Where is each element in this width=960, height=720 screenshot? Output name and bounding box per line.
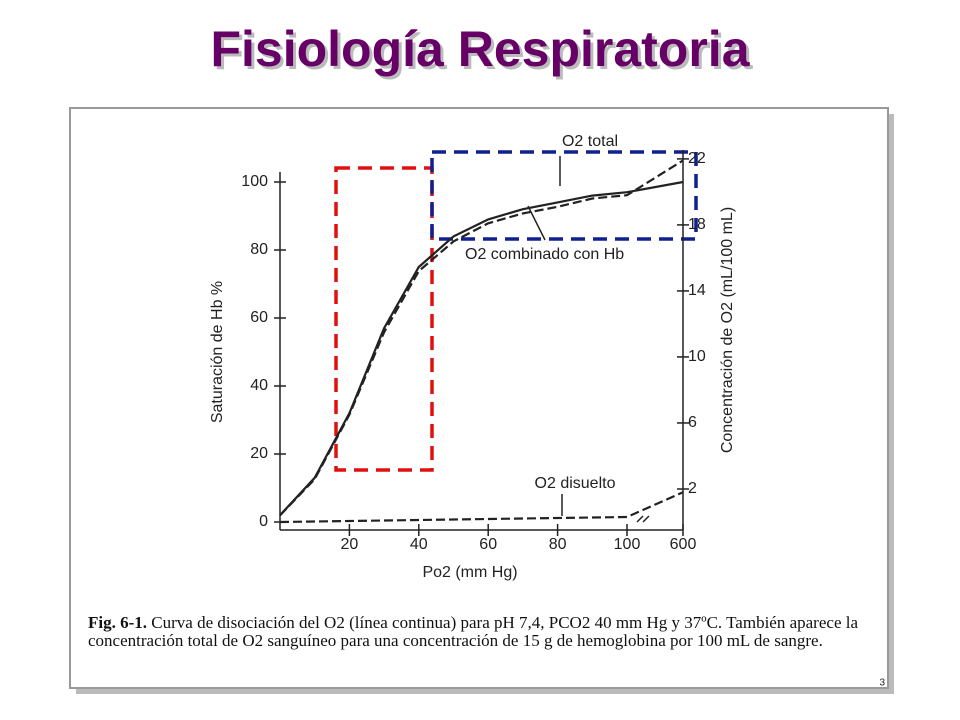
- y2-tick-label: 6: [688, 414, 697, 431]
- x-tick-label: 20: [341, 536, 359, 553]
- axis-break: [636, 515, 644, 523]
- y-axis-label: Saturación de Hb %: [209, 281, 226, 423]
- y2-tick-label: 22: [688, 150, 706, 167]
- highlight-box: [430, 150, 698, 241]
- y-tick-label: 80: [250, 241, 268, 258]
- series-label: O2 combinado con Hb: [465, 246, 624, 263]
- y-tick-label: 0: [259, 513, 268, 530]
- y2-tick-label: 18: [688, 216, 706, 233]
- caption-text: Curva de disociación del O2 (línea conti…: [88, 613, 859, 650]
- x-tick-label: 80: [549, 536, 567, 553]
- label-pointer: [527, 205, 546, 241]
- y2-tick-label: 2: [688, 480, 697, 497]
- series-line: [279, 491, 684, 524]
- axis-break: [642, 515, 650, 523]
- caption-label: Fig. 6-1.: [88, 613, 148, 632]
- caption: Fig. 6-1. Curva de disociación del O2 (l…: [88, 614, 888, 650]
- y2-tick-label: 14: [688, 282, 706, 299]
- slide-title: Fisiología Respiratoria: [210, 21, 750, 77]
- x-tick-label: 600: [670, 536, 697, 553]
- x-tick-label: 100: [614, 536, 641, 553]
- x-tick-label: 60: [479, 536, 497, 553]
- series-line: [279, 159, 684, 517]
- y-tick-label: 40: [250, 377, 268, 394]
- y-tick-label: 60: [250, 309, 268, 326]
- series-label: O2 total: [562, 133, 618, 150]
- y-tick-label: 100: [241, 173, 268, 190]
- x-axis-label: Po2 (mm Hg): [422, 564, 517, 581]
- series-label: O2 disuelto: [535, 475, 616, 492]
- page-number: 3: [879, 678, 885, 689]
- x-tick-label: 40: [410, 536, 428, 553]
- y2-axis-label: Concentración de O2 (mL/100 mL): [719, 207, 736, 453]
- highlight-box: [334, 166, 434, 472]
- figure-frame: [69, 107, 889, 689]
- y2-tick-label: 10: [688, 348, 706, 365]
- y-tick-label: 20: [250, 445, 268, 462]
